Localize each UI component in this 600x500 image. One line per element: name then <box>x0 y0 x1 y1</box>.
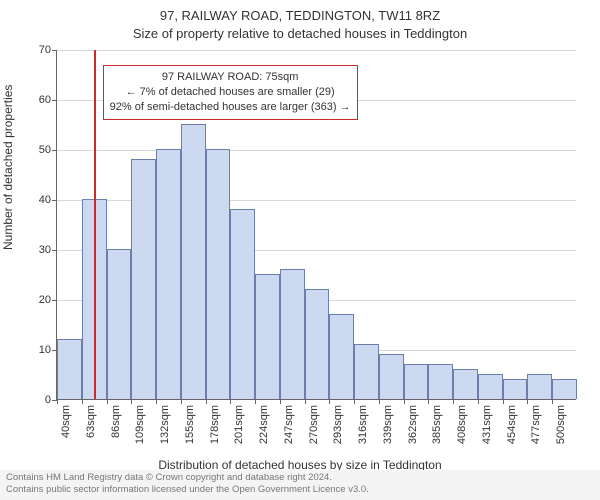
histogram-bar <box>156 149 181 399</box>
y-tick-label: 20 <box>39 294 51 306</box>
x-tick-label: 109sqm <box>134 405 146 444</box>
footer-line-1: Contains HM Land Registry data © Crown c… <box>6 472 594 484</box>
histogram-bar <box>527 374 552 399</box>
y-tick-label: 0 <box>45 394 51 406</box>
x-tick-mark <box>527 399 528 404</box>
y-tick-mark <box>52 300 57 301</box>
x-tick-mark <box>156 399 157 404</box>
histogram-bar <box>428 364 453 399</box>
annotation-line1: 97 RAILWAY ROAD: 75sqm <box>110 70 351 85</box>
x-tick-label: 454sqm <box>506 405 518 444</box>
y-tick-mark <box>52 50 57 51</box>
x-tick-mark <box>552 399 553 404</box>
histogram-bar <box>354 344 379 399</box>
annotation-line2: ← 7% of detached houses are smaller (29) <box>110 85 351 100</box>
histogram-bar <box>206 149 231 399</box>
x-tick-label: 431sqm <box>481 405 493 444</box>
x-tick-mark <box>404 399 405 404</box>
x-tick-label: 86sqm <box>110 405 122 438</box>
reference-line <box>94 50 96 399</box>
annotation-line3: 92% of semi-detached houses are larger (… <box>110 100 351 115</box>
x-tick-mark <box>255 399 256 404</box>
histogram-bar <box>404 364 429 399</box>
x-tick-mark <box>428 399 429 404</box>
chart-subtitle: Size of property relative to detached ho… <box>0 26 600 41</box>
x-tick-label: 178sqm <box>209 405 221 444</box>
x-tick-mark <box>453 399 454 404</box>
x-tick-mark <box>57 399 58 404</box>
x-tick-label: 40sqm <box>60 405 72 438</box>
plot-area: 01020304050607040sqm63sqm86sqm109sqm132s… <box>56 50 576 400</box>
histogram-bar <box>57 339 82 399</box>
y-tick-label: 10 <box>39 344 51 356</box>
x-tick-mark <box>379 399 380 404</box>
annotation-box: 97 RAILWAY ROAD: 75sqm← 7% of detached h… <box>103 65 358 120</box>
histogram-bar <box>255 274 280 399</box>
y-axis-label: Number of detached properties <box>1 85 15 250</box>
x-tick-mark <box>329 399 330 404</box>
x-tick-label: 270sqm <box>308 405 320 444</box>
y-tick-mark <box>52 150 57 151</box>
histogram-bar <box>552 379 577 399</box>
histogram-bar <box>503 379 528 399</box>
y-tick-label: 70 <box>39 44 51 56</box>
x-tick-mark <box>107 399 108 404</box>
histogram-bar <box>305 289 330 399</box>
x-tick-label: 247sqm <box>283 405 295 444</box>
x-tick-label: 201sqm <box>233 405 245 444</box>
gridline-h <box>57 150 576 151</box>
x-tick-mark <box>230 399 231 404</box>
histogram-bar <box>329 314 354 399</box>
x-tick-mark <box>354 399 355 404</box>
histogram-bar <box>107 249 132 399</box>
x-tick-label: 293sqm <box>332 405 344 444</box>
histogram-bar <box>453 369 478 399</box>
x-tick-mark <box>478 399 479 404</box>
histogram-bar <box>181 124 206 399</box>
y-tick-mark <box>52 200 57 201</box>
x-tick-label: 408sqm <box>456 405 468 444</box>
x-tick-label: 155sqm <box>184 405 196 444</box>
x-tick-label: 385sqm <box>431 405 443 444</box>
histogram-bar <box>478 374 503 399</box>
y-tick-label: 50 <box>39 144 51 156</box>
histogram-bar <box>131 159 156 399</box>
histogram-bar <box>230 209 255 399</box>
chart-title-address: 97, RAILWAY ROAD, TEDDINGTON, TW11 8RZ <box>0 8 600 23</box>
x-tick-mark <box>131 399 132 404</box>
x-tick-label: 63sqm <box>85 405 97 438</box>
x-tick-mark <box>206 399 207 404</box>
x-tick-label: 477sqm <box>530 405 542 444</box>
y-tick-label: 30 <box>39 244 51 256</box>
histogram-bar <box>379 354 404 399</box>
x-tick-mark <box>503 399 504 404</box>
y-tick-mark <box>52 250 57 251</box>
footer-line-2: Contains public sector information licen… <box>6 484 594 496</box>
x-tick-mark <box>181 399 182 404</box>
chart-container: 97, RAILWAY ROAD, TEDDINGTON, TW11 8RZ S… <box>0 0 600 500</box>
histogram-bar <box>280 269 305 399</box>
x-tick-mark <box>305 399 306 404</box>
x-tick-label: 316sqm <box>357 405 369 444</box>
x-tick-mark <box>82 399 83 404</box>
x-tick-label: 362sqm <box>407 405 419 444</box>
footer-attribution: Contains HM Land Registry data © Crown c… <box>0 470 600 500</box>
y-tick-label: 40 <box>39 194 51 206</box>
y-tick-mark <box>52 100 57 101</box>
gridline-h <box>57 50 576 51</box>
x-tick-mark <box>280 399 281 404</box>
x-tick-label: 339sqm <box>382 405 394 444</box>
x-tick-label: 224sqm <box>258 405 270 444</box>
x-tick-label: 132sqm <box>159 405 171 444</box>
x-tick-label: 500sqm <box>555 405 567 444</box>
y-tick-label: 60 <box>39 94 51 106</box>
